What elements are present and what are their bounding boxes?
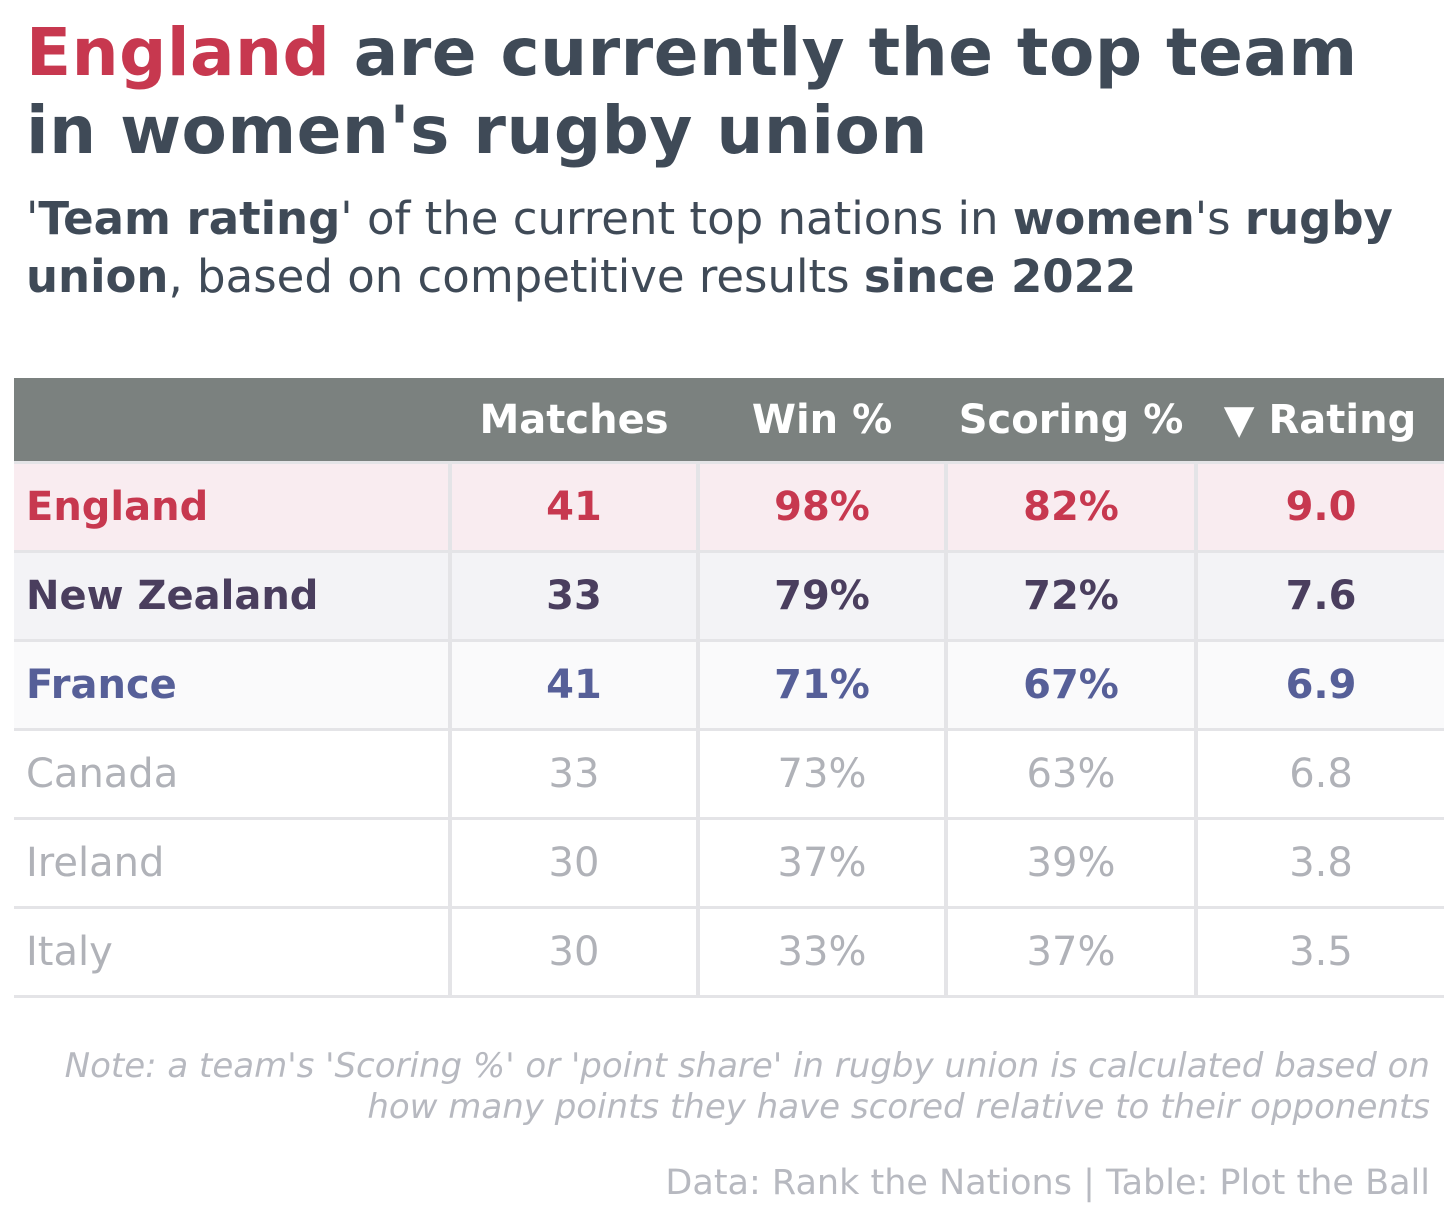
subtitle-part: , based on competitive results <box>168 250 864 303</box>
matches-cell: 33 <box>448 550 698 641</box>
chart-title: England are currently the top team in wo… <box>26 14 1436 170</box>
header-win-pct: Win % <box>698 378 946 463</box>
team-name-cell: Italy <box>14 906 450 998</box>
table-row: France 41 71% 67% 6.9 <box>14 639 1444 730</box>
rating-cell: 6.9 <box>1194 639 1444 730</box>
scoring-pct-cell: 37% <box>944 906 1196 998</box>
rating-cell: 3.8 <box>1194 817 1444 908</box>
subtitle-part: ' <box>26 192 39 245</box>
matches-cell: 33 <box>448 728 698 819</box>
matches-cell: 41 <box>448 639 698 730</box>
win-pct-cell: 71% <box>696 639 946 730</box>
subtitle-bold: Team rating <box>38 192 341 245</box>
team-name-cell: New Zealand <box>14 550 450 641</box>
table-header-row: Matches Win % Scoring % ▼ Rating <box>14 378 1444 463</box>
table-row: Canada 33 73% 63% 6.8 <box>14 728 1444 819</box>
table-row: New Zealand 33 79% 72% 7.6 <box>14 550 1444 641</box>
subtitle-bold: rugby union <box>26 192 1393 303</box>
scoring-pct-cell: 82% <box>944 461 1196 552</box>
rating-table: Matches Win % Scoring % ▼ Rating England… <box>14 378 1444 998</box>
header-matches: Matches <box>450 378 698 463</box>
win-pct-cell: 98% <box>696 461 946 552</box>
source-credit: Data: Rank the Nations | Table: Plot the… <box>665 1163 1430 1203</box>
table-body: England 41 98% 82% 9.0 New Zealand 33 79% 72% 7.6… <box>14 461 1444 998</box>
subtitle-part: 's <box>1194 192 1245 245</box>
rating-cell: 9.0 <box>1194 461 1444 552</box>
team-name-cell: Canada <box>14 728 450 819</box>
title-highlight: England <box>26 14 331 91</box>
team-name-cell: England <box>14 461 450 552</box>
header-rating: ▼ Rating <box>1196 378 1444 463</box>
subtitle-bold: women <box>1012 192 1195 245</box>
chart-subtitle: 'Team rating' of the current top nations… <box>26 190 1446 306</box>
subtitle-bold: since 2022 <box>863 250 1137 303</box>
matches-cell: 30 <box>448 817 698 908</box>
rating-cell: 3.5 <box>1194 906 1444 998</box>
win-pct-cell: 37% <box>696 817 946 908</box>
subtitle-part: ' of the current top nations in <box>340 192 1013 245</box>
table-row: Italy 30 33% 37% 3.5 <box>14 906 1444 998</box>
win-pct-cell: 33% <box>696 906 946 998</box>
rating-cell: 7.6 <box>1194 550 1444 641</box>
scoring-pct-cell: 67% <box>944 639 1196 730</box>
rating-cell: 6.8 <box>1194 728 1444 819</box>
win-pct-cell: 79% <box>696 550 946 641</box>
win-pct-cell: 73% <box>696 728 946 819</box>
scoring-pct-cell: 39% <box>944 817 1196 908</box>
matches-cell: 30 <box>448 906 698 998</box>
matches-cell: 41 <box>448 461 698 552</box>
scoring-pct-cell: 72% <box>944 550 1196 641</box>
team-name-cell: France <box>14 639 450 730</box>
table-row: Ireland 30 37% 39% 3.8 <box>14 817 1444 908</box>
table-row: England 41 98% 82% 9.0 <box>14 461 1444 552</box>
team-name-cell: Ireland <box>14 817 450 908</box>
header-team <box>14 378 450 463</box>
footnote: Note: a team's 'Scoring %' or 'point sha… <box>64 1046 1430 1127</box>
title-rest: are currently the top team in women's ru… <box>26 14 1358 169</box>
header-scoring-pct: Scoring % <box>946 378 1196 463</box>
scoring-pct-cell: 63% <box>944 728 1196 819</box>
